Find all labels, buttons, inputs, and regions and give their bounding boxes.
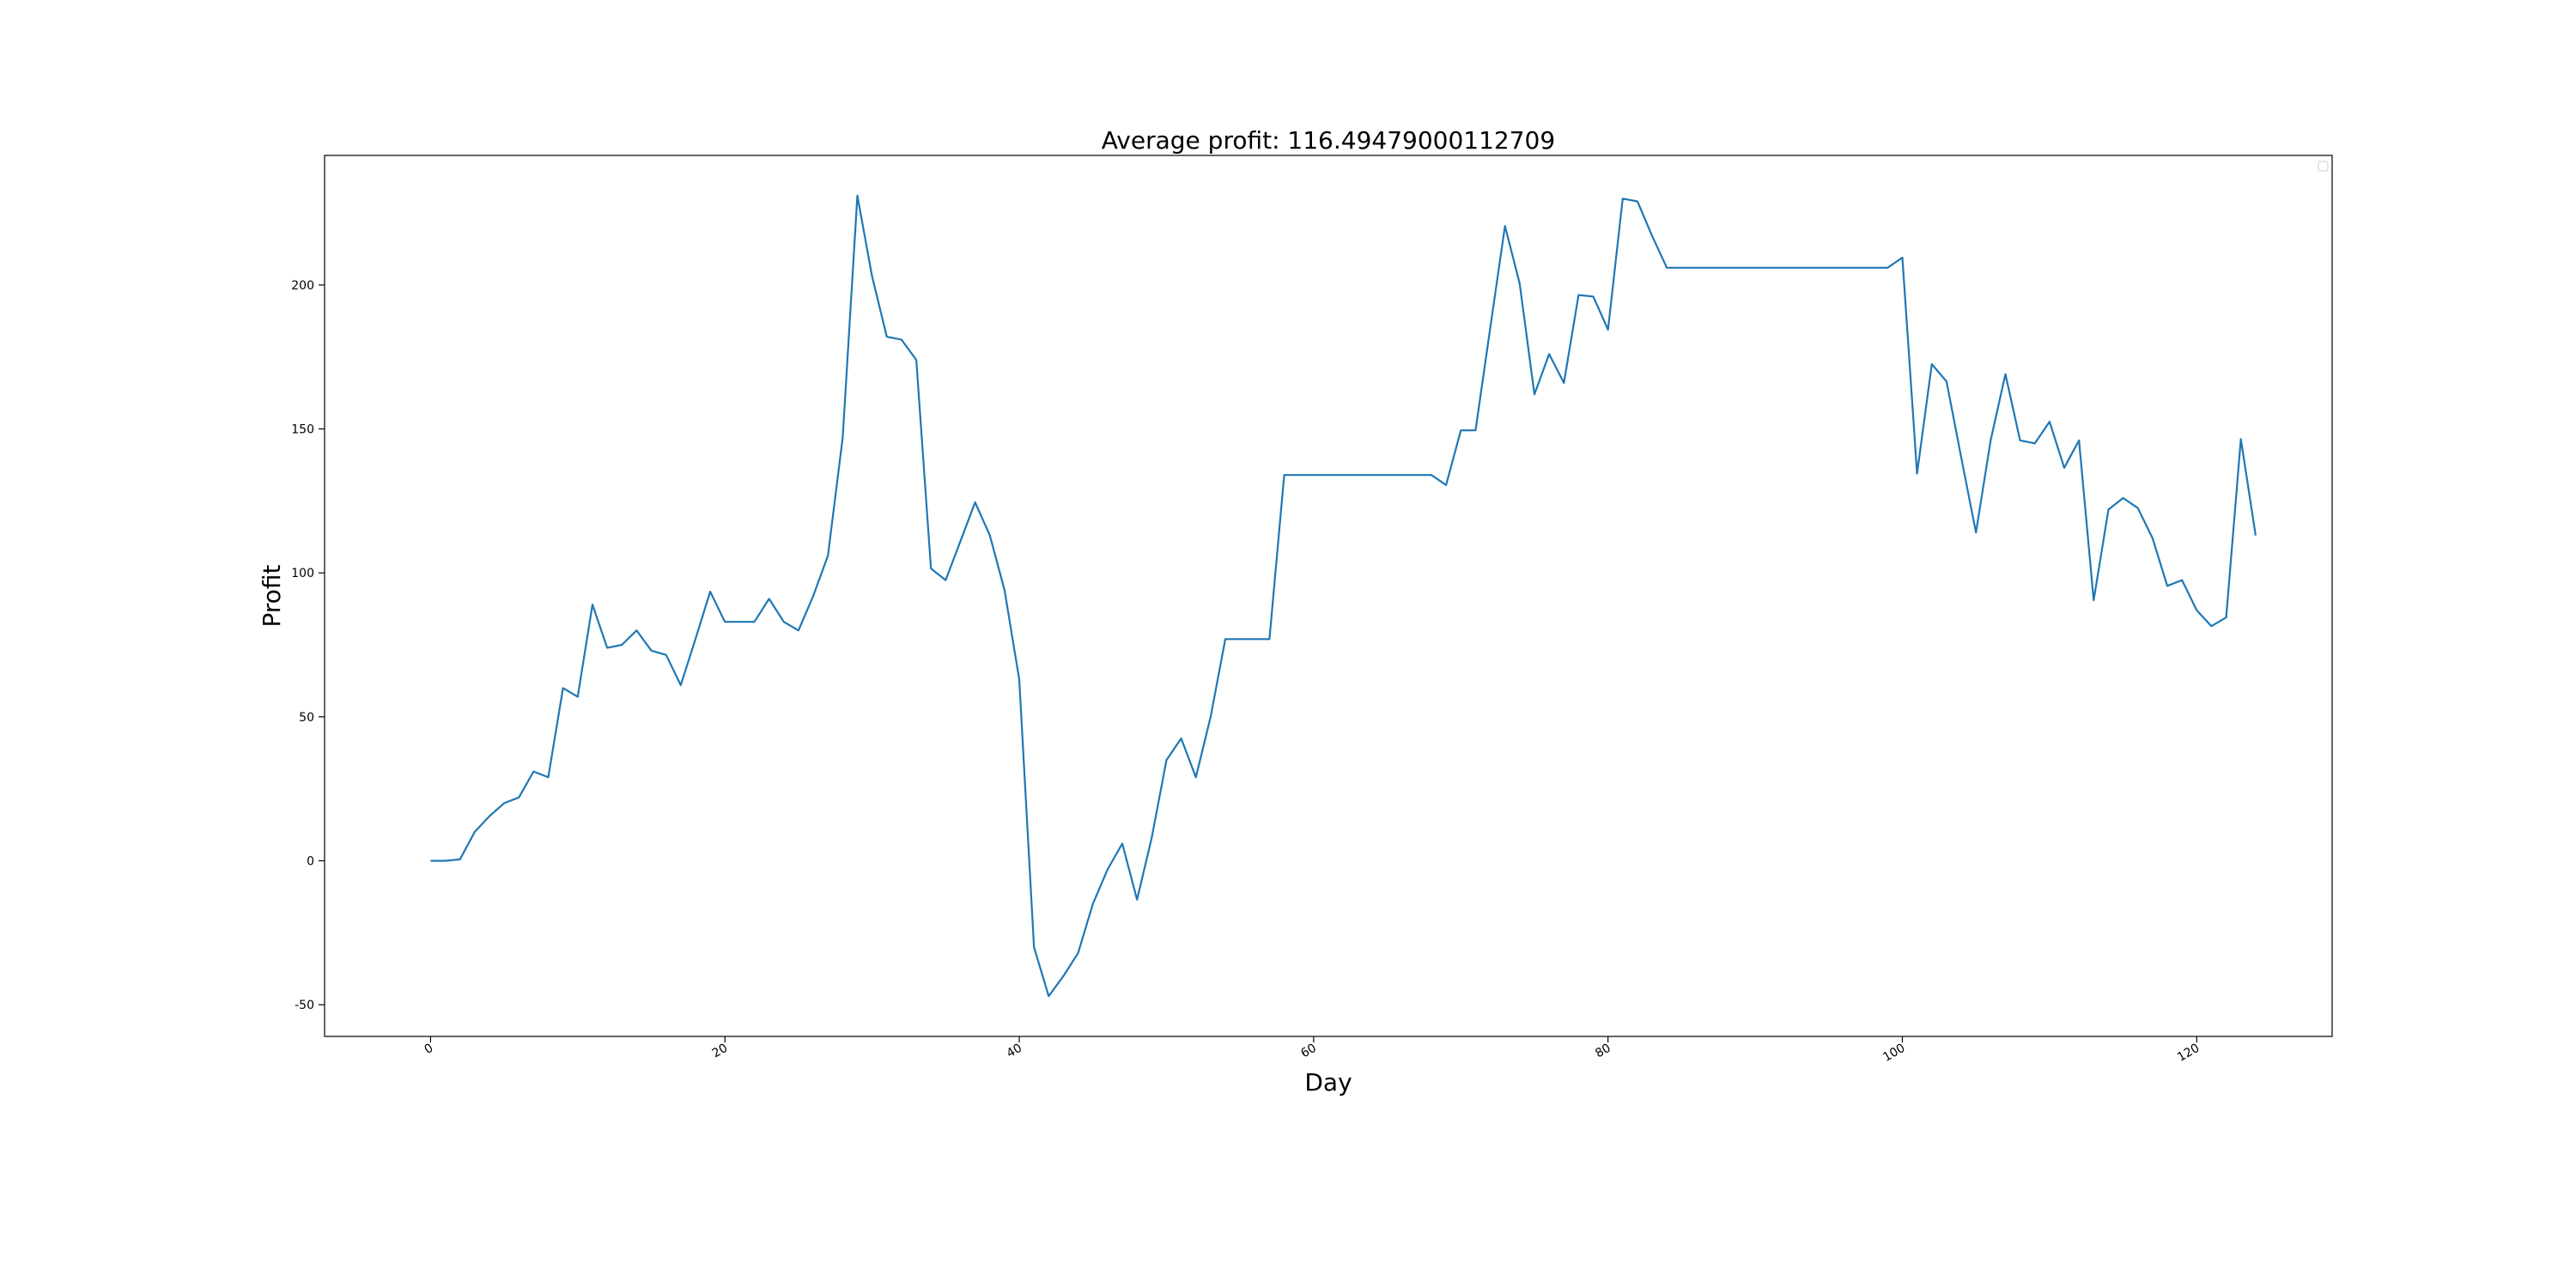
- x-tick-label: 60: [1298, 1042, 1318, 1061]
- legend-box: [2318, 161, 2329, 172]
- x-tick-label: 80: [1593, 1042, 1613, 1061]
- series-line-profit: [430, 194, 2257, 998]
- x-tick-label: 20: [710, 1042, 730, 1061]
- x-tick-label: 100: [1880, 1042, 1907, 1065]
- y-tick-label: 50: [299, 711, 314, 725]
- y-tick-label: -50: [295, 999, 314, 1012]
- y-tick-label: 0: [307, 854, 314, 868]
- y-tick-label: 150: [291, 423, 314, 437]
- y-axis-label: Profit: [258, 564, 286, 627]
- x-axis-ticks: 0 20 40 60 80 100 120: [422, 1036, 2202, 1065]
- chart-title: Average profit: 116.49479000112709: [1102, 126, 1555, 155]
- x-tick-label: 0: [422, 1042, 436, 1057]
- y-axis-ticks: -50 0 50 100 150 200: [291, 279, 325, 1012]
- plot-area-frame: [324, 155, 2333, 1037]
- x-axis-label: Day: [1304, 1068, 1352, 1097]
- x-tick-label: 40: [1005, 1042, 1024, 1061]
- y-tick-label: 100: [291, 567, 314, 580]
- x-tick-label: 120: [2175, 1042, 2202, 1065]
- y-tick-label: 200: [291, 279, 314, 293]
